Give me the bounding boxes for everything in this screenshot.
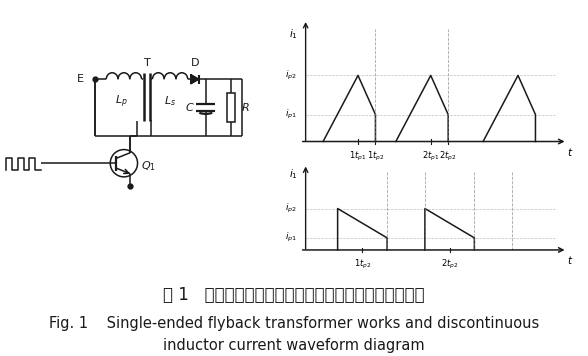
Text: $1t_{p2}$: $1t_{p2}$ bbox=[367, 150, 384, 163]
Text: $L_p$: $L_p$ bbox=[115, 94, 128, 110]
Text: $t$: $t$ bbox=[567, 254, 573, 266]
Text: E: E bbox=[77, 74, 84, 84]
Text: $Q_1$: $Q_1$ bbox=[141, 159, 156, 173]
Text: $2t_{p2}$: $2t_{p2}$ bbox=[439, 150, 457, 163]
Text: $1t_{p1}$: $1t_{p1}$ bbox=[349, 150, 367, 163]
Text: $t$: $t$ bbox=[567, 146, 573, 158]
Text: C: C bbox=[185, 103, 193, 112]
Text: 图 1   单端反激变压器工作原理和电感电流断续波形简图: 图 1 单端反激变压器工作原理和电感电流断续波形简图 bbox=[163, 287, 425, 304]
Text: $i_1$: $i_1$ bbox=[289, 27, 298, 41]
Text: $1t_{p2}$: $1t_{p2}$ bbox=[353, 257, 371, 271]
Text: $2t_{p2}$: $2t_{p2}$ bbox=[441, 257, 459, 271]
Text: T: T bbox=[143, 58, 151, 68]
Bar bbox=[227, 93, 235, 122]
Text: inductor current waveform diagram: inductor current waveform diagram bbox=[163, 338, 425, 353]
Text: $2t_{p1}$: $2t_{p1}$ bbox=[422, 150, 439, 163]
Text: D: D bbox=[191, 58, 199, 68]
Text: Fig. 1    Single-ended flyback transformer works and discontinuous: Fig. 1 Single-ended flyback transformer … bbox=[49, 316, 539, 331]
Text: $i_{p1}$: $i_{p1}$ bbox=[285, 231, 297, 245]
Text: R: R bbox=[242, 103, 249, 112]
Text: $L_s$: $L_s$ bbox=[164, 94, 176, 108]
Polygon shape bbox=[191, 75, 199, 84]
Text: $i_{p2}$: $i_{p2}$ bbox=[285, 69, 297, 82]
Text: $i_{p1}$: $i_{p1}$ bbox=[285, 108, 297, 121]
Text: $i_1$: $i_1$ bbox=[289, 167, 298, 181]
Text: $i_{p2}$: $i_{p2}$ bbox=[285, 202, 297, 215]
